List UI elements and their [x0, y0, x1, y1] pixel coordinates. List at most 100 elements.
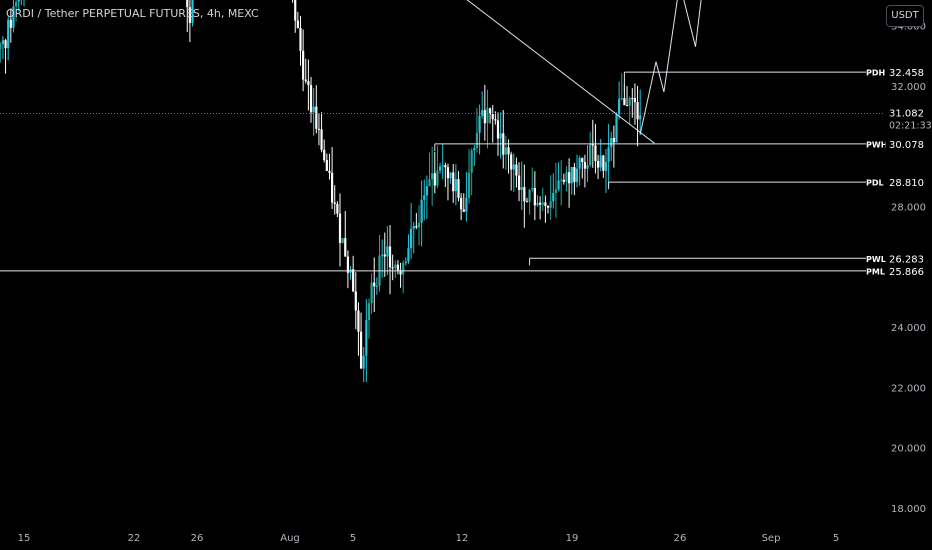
candle-body: [367, 303, 371, 321]
candle-body: [557, 180, 560, 190]
candle-body: [583, 161, 586, 169]
candle-body: [607, 147, 610, 162]
candle-body: [596, 160, 600, 168]
candle-body: [570, 167, 573, 184]
candle-body: [575, 168, 579, 183]
candle-body: [331, 172, 334, 203]
candle-body: [15, 1, 18, 7]
candle-body: [383, 254, 386, 257]
candle-body: [517, 175, 521, 190]
candle-body: [436, 170, 439, 186]
candle-body: [615, 114, 618, 143]
candle-body: [483, 110, 486, 124]
candle-body: [444, 165, 447, 168]
level-label-pwh: PWH: [866, 140, 887, 149]
candle-body: [523, 187, 526, 202]
candle-body: [410, 228, 413, 249]
overlays-layer: PDH PWH PDL PWL PML: [0, 0, 887, 276]
candle-body: [625, 105, 629, 107]
candle-body: [338, 213, 342, 243]
candle-body: [296, 20, 299, 28]
level-label-pwl: PWL: [866, 255, 886, 264]
candle-body: [486, 108, 489, 124]
candle-body: [317, 128, 321, 130]
candle-body: [460, 197, 463, 210]
candle-body: [612, 137, 615, 143]
candle-body: [565, 172, 568, 182]
time-tick-label: 26: [191, 533, 204, 544]
price-axis[interactable]: 18.00020.00022.00024.00026.00028.00030.0…: [885, 0, 932, 515]
candle-body: [602, 155, 605, 171]
candle-body: [344, 238, 347, 257]
candle-body: [365, 320, 368, 356]
candle-body: [407, 248, 410, 262]
candle-body: [388, 246, 392, 268]
candle-body: [470, 150, 473, 173]
current-price-value: 31.082: [889, 109, 924, 120]
candle-body: [491, 114, 494, 120]
time-tick-label: 22: [128, 533, 141, 544]
time-tick-label: Aug: [280, 533, 300, 544]
candle-body: [478, 115, 481, 133]
candle-body: [328, 170, 331, 173]
candle-body: [441, 165, 444, 167]
candle-body: [186, 0, 189, 8]
time-tick-label: 15: [18, 533, 31, 544]
candle-body: [454, 179, 457, 192]
candle-body: [370, 282, 373, 304]
candle-body: [520, 187, 523, 190]
level-label-pdh: PDH: [866, 69, 885, 78]
candle-body: [554, 189, 558, 193]
price-tick-label: 34.000: [891, 22, 926, 33]
candle-body: [1, 40, 5, 45]
candle-body: [346, 256, 349, 273]
candle-body: [525, 201, 529, 203]
level-price-text: 28.810: [889, 178, 924, 189]
candle-body: [299, 27, 302, 51]
candle-body: [531, 188, 534, 190]
candle-body: [449, 172, 452, 179]
candle-body: [294, 0, 297, 21]
level-price-tag: [885, 136, 927, 152]
time-axis[interactable]: 15 22 26 Aug 5 12 19 26 Sep 5: [18, 533, 840, 544]
candle-body: [633, 98, 637, 102]
candle-body: [307, 81, 310, 86]
time-tick-label: 19: [566, 533, 579, 544]
candle-body: [462, 209, 465, 212]
level-price-text: 25.866: [889, 267, 924, 278]
candle-body: [560, 179, 563, 181]
candle-body: [433, 173, 436, 186]
candle-body: [568, 172, 571, 184]
candle-body: [362, 355, 365, 369]
candle-body: [581, 158, 584, 162]
candle-body: [473, 148, 476, 151]
candle-body: [191, 0, 194, 23]
candle-body: [333, 202, 336, 204]
candle-body: [420, 199, 423, 223]
candles-layer: [0, 0, 642, 383]
candle-body: [17, 0, 20, 2]
level-price-text: 32.458: [889, 68, 924, 79]
candle-body: [425, 186, 428, 196]
candle-body: [391, 267, 394, 269]
currency-button[interactable]: USDT: [886, 5, 924, 27]
candle-body: [504, 147, 507, 155]
candle-body: [578, 158, 581, 169]
candle-body: [604, 161, 608, 171]
candle-body: [320, 129, 323, 150]
candle-body: [631, 98, 634, 100]
level-price-tag: [885, 64, 927, 80]
candle-body: [315, 106, 318, 129]
candle-body: [394, 264, 397, 269]
price-tick-label: 18.000: [891, 504, 926, 515]
current-price-tag: [886, 105, 930, 132]
candle-body: [352, 269, 355, 292]
candle-body: [628, 98, 631, 106]
candle-body: [533, 188, 536, 206]
candle-body: [325, 159, 328, 171]
candle-body: [336, 203, 339, 214]
time-tick-label: 5: [350, 533, 356, 544]
price-tick-label: 20.000: [891, 444, 926, 455]
candle-body: [312, 106, 315, 113]
